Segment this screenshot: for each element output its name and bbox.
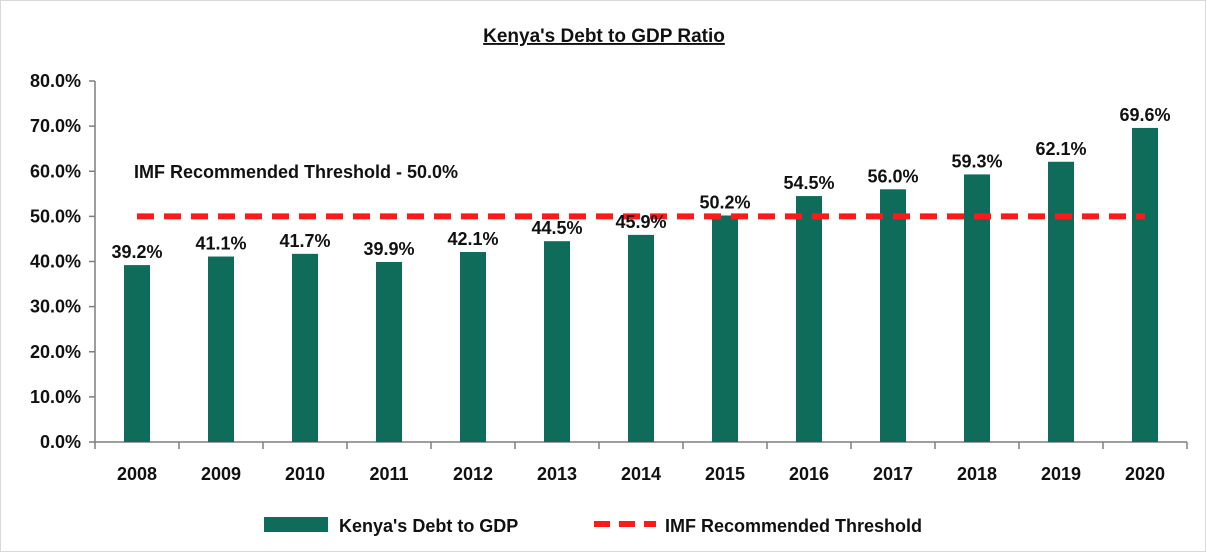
x-tick-label: 2016 bbox=[789, 464, 829, 484]
y-tick-label: 40.0% bbox=[30, 252, 81, 272]
chart-title: Kenya's Debt to GDP Ratio bbox=[483, 26, 725, 47]
x-axis: 2008 2009 2010 2011 2012 2013 2014 2015 2016 2017… bbox=[94, 441, 1188, 484]
x-tick-label: 2013 bbox=[537, 464, 577, 484]
x-tick-label: 2011 bbox=[369, 464, 408, 484]
data-label: 44.5% bbox=[531, 218, 582, 238]
data-label: 45.9% bbox=[615, 212, 666, 232]
data-label: 54.5% bbox=[783, 173, 834, 193]
data-label: 62.1% bbox=[1035, 139, 1086, 159]
data-label: 39.9% bbox=[363, 239, 414, 259]
y-tick-label: 60.0% bbox=[30, 161, 81, 181]
y-tick-label: 80.0% bbox=[30, 71, 81, 91]
bar bbox=[1132, 127, 1158, 443]
bar bbox=[544, 241, 570, 442]
x-tick-label: 2008 bbox=[117, 464, 157, 484]
y-tick-label: 50.0% bbox=[30, 206, 81, 226]
x-tick-label: 2009 bbox=[201, 464, 241, 484]
bar bbox=[1048, 161, 1074, 442]
legend-label-threshold: IMF Recommended Threshold bbox=[665, 516, 922, 536]
data-label: 56.0% bbox=[867, 166, 918, 186]
legend-swatch-bars bbox=[264, 517, 328, 532]
data-label: 50.2% bbox=[699, 192, 750, 212]
bar bbox=[292, 253, 318, 442]
legend: Kenya's Debt to GDP IMF Recommended Thre… bbox=[264, 516, 922, 536]
data-labels: 39.2% 41.1% 41.7% 39.9% 42.1% 44.5% 45.9% 50.2%… bbox=[111, 105, 1170, 262]
bar bbox=[796, 196, 822, 442]
x-tick-label: 2019 bbox=[1041, 464, 1081, 484]
bar bbox=[124, 265, 150, 442]
legend-label-bars: Kenya's Debt to GDP bbox=[339, 516, 518, 536]
data-label: 41.1% bbox=[195, 234, 246, 254]
y-tick-label: 20.0% bbox=[30, 342, 81, 362]
bar bbox=[628, 234, 654, 442]
x-tick-label: 2012 bbox=[453, 464, 493, 484]
x-tick-label: 2010 bbox=[285, 464, 325, 484]
bar bbox=[208, 256, 234, 442]
y-tick-label: 0.0% bbox=[40, 432, 81, 452]
data-label: 69.6% bbox=[1119, 105, 1170, 125]
x-tick-label: 2015 bbox=[705, 464, 745, 484]
x-tick-label: 2017 bbox=[873, 464, 913, 484]
threshold-annotation: IMF Recommended Threshold - 50.0% bbox=[134, 162, 458, 182]
bar bbox=[712, 215, 738, 442]
x-tick-label: 2018 bbox=[957, 464, 997, 484]
x-tick-label: 2014 bbox=[621, 464, 661, 484]
bar bbox=[880, 189, 906, 442]
data-label: 41.7% bbox=[279, 231, 330, 251]
x-tick-label: 2020 bbox=[1125, 464, 1165, 484]
data-label: 42.1% bbox=[447, 229, 498, 249]
bar-series bbox=[124, 127, 1158, 443]
y-tick-label: 30.0% bbox=[30, 297, 81, 317]
bar bbox=[460, 252, 486, 442]
y-tick-label: 70.0% bbox=[30, 116, 81, 136]
bar bbox=[376, 261, 402, 442]
data-label: 39.2% bbox=[111, 242, 162, 262]
y-tick-label: 10.0% bbox=[30, 387, 81, 407]
y-axis: 0.0% 10.0% 20.0% 30.0% 40.0% 50.0% 60.0% 70.0% 8… bbox=[30, 71, 96, 452]
data-label: 59.3% bbox=[951, 151, 1002, 171]
